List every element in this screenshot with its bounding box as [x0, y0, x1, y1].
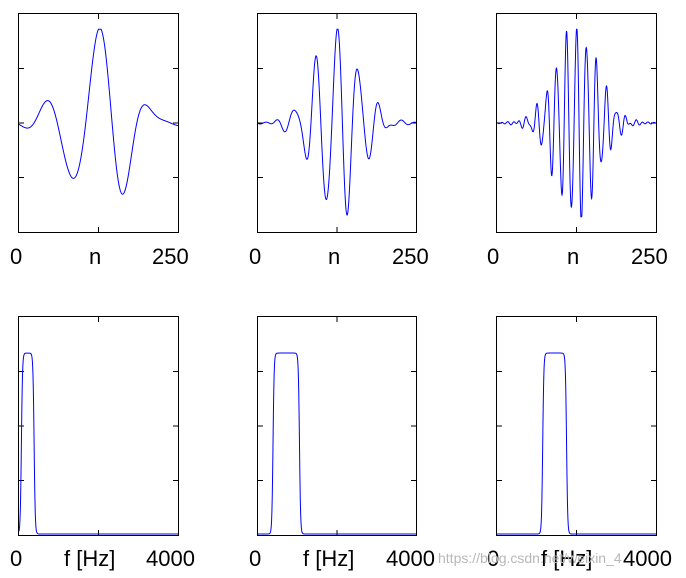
xtick-end: 4000 [623, 546, 672, 571]
xtick-start: 0 [487, 546, 500, 571]
plot-svg-4 [18, 317, 178, 535]
plot-panel-5 [257, 316, 417, 536]
plot-panel-4 [18, 316, 179, 536]
xtick-end: 4000 [146, 546, 195, 571]
xtick-start: 0 [249, 546, 262, 571]
xtick-mid: n [567, 244, 580, 269]
xtick-mid: f [Hz] [541, 546, 593, 571]
series-line [257, 28, 417, 216]
series-line [258, 352, 416, 535]
xtick-end: 4000 [386, 546, 435, 571]
xtick-start: 0 [10, 244, 23, 269]
xtick-mid: n [89, 244, 102, 269]
plot-panel-3 [496, 13, 657, 233]
xtick-mid: f [Hz] [303, 546, 355, 571]
xtick-end: 250 [631, 244, 668, 269]
plot-svg-2 [257, 14, 417, 232]
watermark: https://blog.csdn.net/weixin_4 [438, 550, 622, 566]
xtick-start: 0 [10, 546, 23, 571]
xtick-start: 0 [487, 244, 500, 269]
plot-svg-1 [18, 14, 179, 232]
xtick-mid: n [328, 244, 341, 269]
plot-panel-6 [496, 316, 657, 536]
xtick-mid: f [Hz] [64, 546, 116, 571]
series-line [497, 352, 656, 535]
series-line [496, 28, 657, 218]
xtick-end: 250 [392, 244, 429, 269]
plot-svg-3 [496, 14, 657, 232]
plot-panel-1 [18, 13, 179, 233]
xtick-end: 250 [152, 244, 189, 269]
xtick-start: 0 [249, 244, 262, 269]
plot-svg-6 [497, 317, 656, 535]
series-line [18, 352, 178, 535]
series-line [18, 28, 179, 195]
plot-panel-2 [257, 13, 417, 233]
plot-svg-5 [258, 317, 416, 535]
